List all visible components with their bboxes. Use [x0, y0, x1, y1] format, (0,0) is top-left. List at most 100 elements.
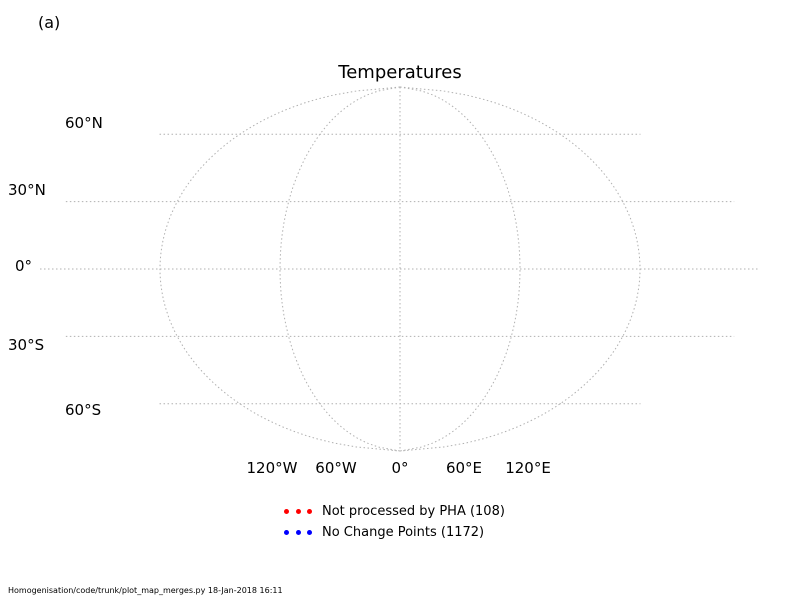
point-not-processed-36	[152, 325, 157, 330]
point-not-processed-18	[270, 175, 275, 180]
point-no-change-105	[507, 141, 512, 146]
point-no-change-61	[260, 303, 265, 308]
coastline-9	[639, 177, 652, 199]
point-no-change-267	[524, 415, 529, 420]
graticule-meridian-1	[279, 86, 401, 452]
point-no-change-166	[600, 226, 605, 231]
lat-label-60s: 60°S	[65, 401, 102, 419]
point-no-change-188	[484, 233, 489, 238]
point-not-processed-55	[629, 217, 634, 222]
lat-label-60n: 60°N	[65, 114, 103, 132]
point-no-change-214	[422, 278, 427, 283]
point-no-change-78	[362, 345, 367, 350]
point-no-change-150	[502, 177, 507, 182]
point-no-change-162	[621, 208, 626, 213]
point-no-change-240	[649, 303, 654, 308]
coastline-7	[485, 296, 498, 325]
point-not-processed-13	[246, 188, 251, 193]
point-no-change-201	[446, 307, 451, 312]
point-no-change-125	[598, 123, 603, 128]
point-not-processed-8	[227, 177, 232, 182]
point-no-change-31	[210, 168, 215, 173]
point-no-change-7	[208, 143, 213, 148]
point-not-processed-51	[461, 249, 466, 254]
point-no-change-215	[427, 294, 432, 299]
point-no-change-130	[444, 118, 449, 123]
point-no-change-92	[439, 143, 444, 148]
point-no-change-119	[619, 163, 624, 168]
point-not-processed-11	[241, 181, 246, 186]
point-no-change-192	[454, 208, 459, 213]
point-no-change-74	[322, 287, 327, 292]
point-not-processed-5	[233, 150, 238, 155]
point-no-change-239	[657, 294, 662, 299]
point-no-change-84	[411, 159, 416, 164]
point-no-change-199	[463, 298, 468, 303]
point-no-change-22	[204, 181, 209, 186]
point-no-change-38	[260, 118, 265, 123]
point-no-change-137	[507, 109, 512, 114]
point-no-change-135	[474, 103, 479, 108]
point-no-change-62	[267, 294, 272, 299]
point-no-change-157	[568, 186, 573, 191]
point-no-change-156	[556, 181, 561, 186]
point-not-processed-9	[228, 186, 233, 191]
point-no-change-264	[427, 424, 432, 429]
lat-label-0: 0°	[15, 257, 33, 275]
point-not-processed-16	[249, 211, 254, 216]
point-no-change-202	[451, 325, 456, 330]
point-no-change-228	[650, 352, 655, 357]
point-no-change-211	[408, 244, 413, 249]
point-no-change-221	[609, 338, 614, 343]
coastline-6	[464, 123, 646, 267]
coastline-8	[609, 294, 691, 357]
point-no-change-218	[388, 240, 393, 245]
point-no-change-167	[595, 235, 600, 240]
point-no-change-197	[471, 280, 476, 285]
point-no-change-246	[642, 365, 647, 370]
point-no-change-88	[426, 154, 431, 159]
lat-label-30s: 30°S	[8, 336, 45, 354]
point-no-change-42	[295, 125, 300, 130]
point-no-change-68	[251, 307, 256, 312]
point-no-change-80	[390, 150, 395, 155]
point-no-change-146	[465, 168, 470, 173]
point-no-change-174	[610, 242, 615, 247]
point-no-change-51	[104, 305, 109, 310]
legend-marker-blue	[284, 528, 312, 538]
point-no-change-111	[546, 145, 551, 150]
point-no-change-64	[287, 289, 292, 294]
point-no-change-212	[414, 255, 419, 260]
point-no-change-70	[294, 383, 299, 388]
point-no-change-76	[371, 204, 376, 209]
point-no-change-60	[254, 271, 259, 276]
point-no-change-110	[544, 150, 549, 155]
point-no-change-176	[580, 222, 585, 227]
point-no-change-155	[545, 177, 550, 182]
point-no-change-75	[328, 280, 333, 285]
point-no-change-172	[644, 244, 649, 249]
point-not-processed-44	[424, 143, 429, 148]
point-no-change-255	[715, 244, 720, 249]
point-no-change-187	[484, 213, 489, 218]
point-no-change-145	[417, 127, 422, 132]
point-not-processed-45	[432, 141, 437, 146]
point-no-change-126	[593, 118, 598, 123]
point-no-change-35	[260, 181, 265, 186]
point-no-change-66	[305, 300, 310, 305]
point-no-change-222	[608, 345, 613, 350]
coastline-14	[674, 361, 699, 372]
point-no-change-238	[654, 323, 659, 328]
point-not-processed-30	[258, 249, 263, 254]
map-title: Temperatures	[338, 62, 462, 83]
point-no-change-133	[467, 109, 472, 114]
point-no-change-18	[273, 166, 278, 171]
point-no-change-32	[220, 172, 225, 177]
point-no-change-269	[519, 435, 524, 440]
legend-label-no-change-points: No Change Points (1172)	[322, 525, 485, 540]
point-no-change-231	[671, 341, 676, 346]
point-no-change-249	[700, 356, 705, 361]
point-no-change-149	[495, 181, 500, 186]
point-not-processed-21	[182, 181, 187, 186]
station-points	[87, 103, 753, 469]
